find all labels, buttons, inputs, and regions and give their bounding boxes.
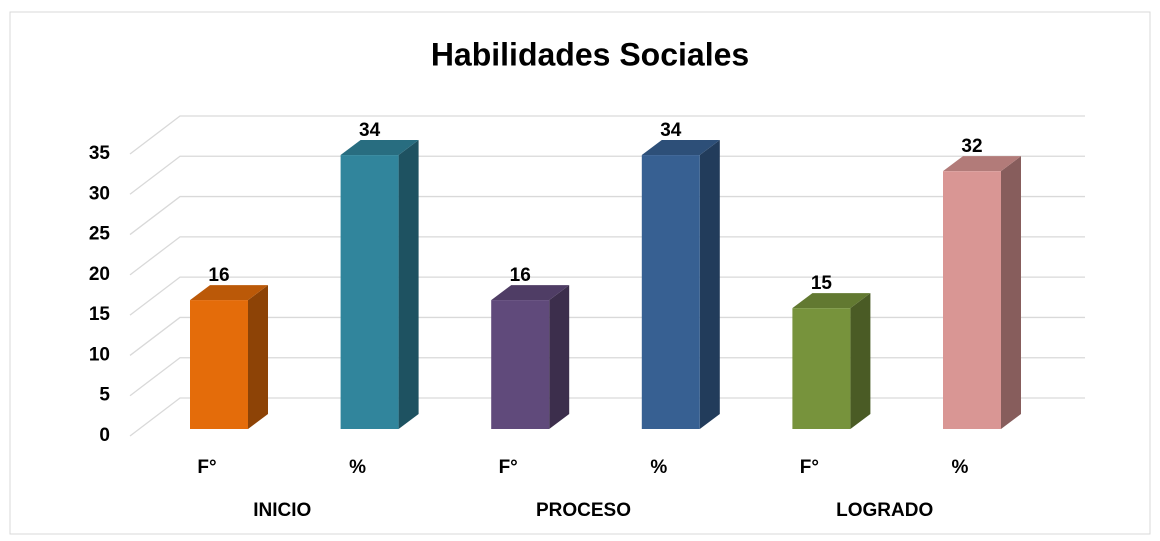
x-tick-label: F° — [499, 457, 518, 478]
y-tick-label: 25 — [89, 224, 111, 245]
bar-side — [850, 293, 871, 429]
y-tick-label: 15 — [89, 304, 111, 325]
y-tick-label: 5 — [99, 385, 110, 406]
value-label: 16 — [510, 265, 531, 286]
value-label: 34 — [660, 120, 682, 141]
bar-top — [641, 140, 720, 156]
y-tick-label: 0 — [99, 425, 110, 446]
x-tick-label: F° — [800, 457, 819, 478]
value-label: 16 — [208, 265, 229, 286]
grid-line — [129, 316, 1085, 356]
grid-line — [129, 155, 1085, 195]
bar-top — [491, 285, 570, 301]
bar-side — [398, 140, 419, 430]
bar — [943, 171, 1001, 429]
x-tick-label: % — [952, 457, 969, 478]
bar-side — [699, 140, 720, 430]
y-tick-label: 10 — [89, 344, 110, 365]
value-label: 34 — [359, 120, 381, 141]
bar-top — [792, 293, 871, 309]
y-tick-label: 20 — [89, 264, 110, 285]
group-label: LOGRADO — [836, 500, 933, 521]
x-tick-label: % — [349, 457, 366, 478]
bar-side — [1001, 156, 1021, 429]
bar-top — [340, 140, 419, 156]
grid-line — [129, 236, 1085, 276]
value-label: 32 — [961, 136, 982, 157]
bar-side — [549, 285, 570, 429]
grid-line — [129, 115, 1085, 155]
x-tick-label: F° — [197, 457, 216, 478]
chart-title: Habilidades Sociales — [431, 36, 749, 72]
bar-top — [943, 156, 1021, 172]
bar — [641, 155, 700, 430]
group-label: INICIO — [253, 500, 311, 521]
x-tick-label: % — [650, 457, 667, 478]
bar — [792, 308, 851, 429]
grid-line — [129, 276, 1085, 316]
y-tick-label: 30 — [89, 183, 110, 204]
y-tick-label: 35 — [89, 143, 111, 164]
grid-line — [129, 397, 1085, 437]
grid-line — [129, 195, 1085, 236]
bar — [190, 300, 248, 429]
grid-line — [129, 357, 1085, 397]
value-label: 15 — [811, 273, 833, 294]
group-label: PROCESO — [536, 500, 631, 521]
bar — [491, 300, 550, 429]
bar-side — [248, 285, 268, 429]
bar-top — [190, 285, 268, 301]
bar — [340, 155, 399, 430]
